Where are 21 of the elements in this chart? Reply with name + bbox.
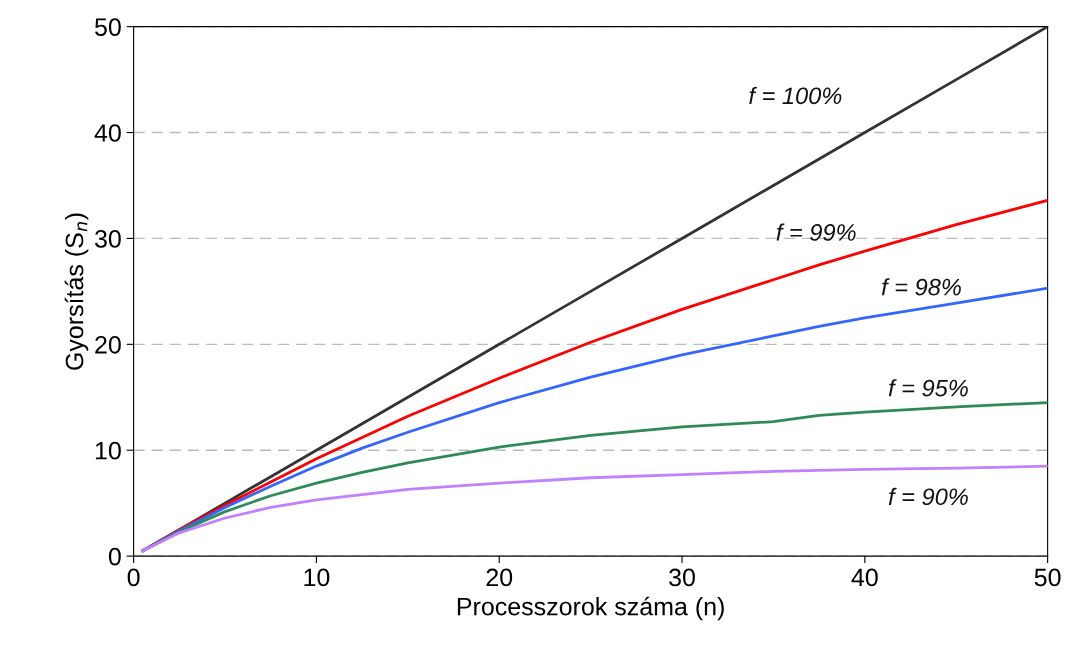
series-label: f = 90% (888, 487, 968, 506)
y-tick-label: 10 (95, 441, 121, 460)
y-axis-title: Gyorsítás (S$_{n}$) (64, 213, 89, 370)
x-tick-label: 40 (851, 568, 878, 587)
series-label: f = 99% (776, 223, 856, 241)
series-label: f = 100% (749, 86, 842, 105)
x-tick-label: 50 (1034, 568, 1061, 587)
line-series (141, 464, 1048, 553)
series-label: f = 98% (881, 278, 961, 296)
x-tick-label: 20 (486, 568, 513, 587)
y-tick-label: 30 (94, 230, 121, 248)
y-tick-label: 0 (108, 547, 121, 566)
x-tick-label: 30 (669, 568, 695, 587)
x-tick-label: 10 (304, 568, 330, 587)
y-tick-label: 50 (95, 18, 121, 36)
y-tick-label: 40 (94, 124, 121, 142)
y-tick-label: 20 (95, 335, 121, 354)
x-tick-label: 0 (127, 568, 140, 587)
line-series (141, 401, 1048, 553)
series-label: f = 95% (888, 379, 968, 397)
x-axis-title: Processzorok száma (n) (457, 596, 724, 621)
